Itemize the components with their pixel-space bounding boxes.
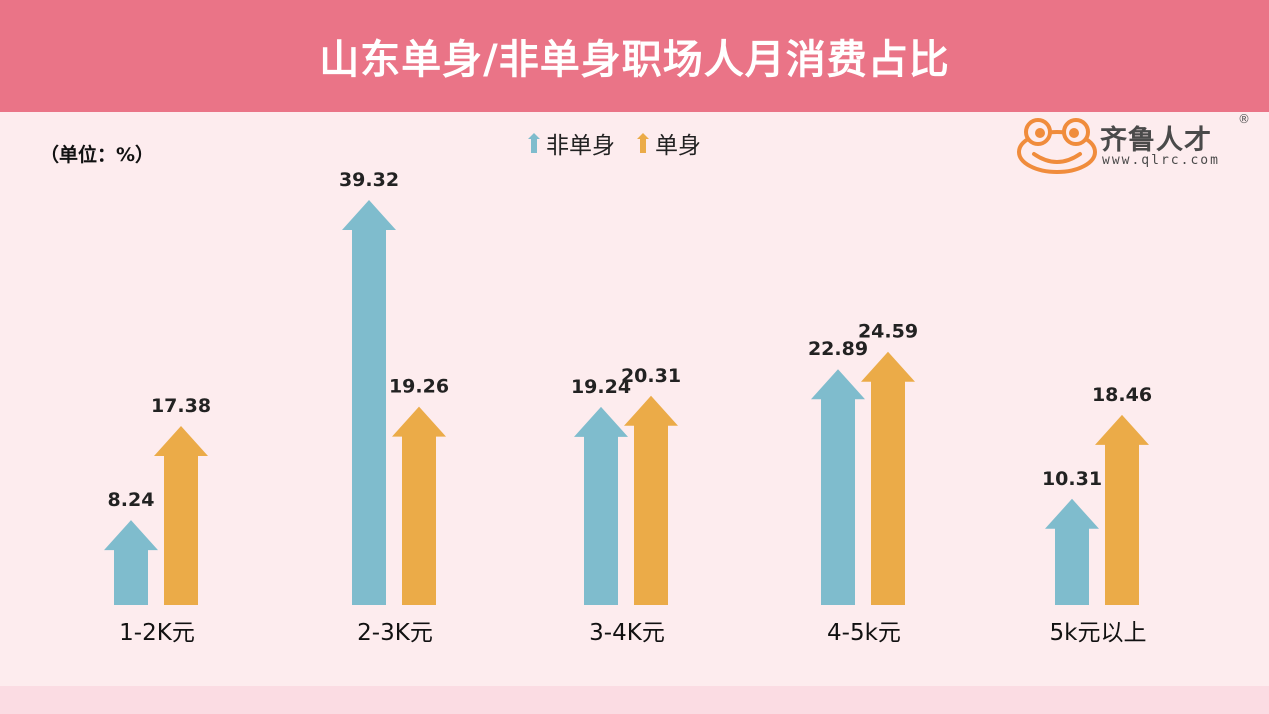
value-label-single-0: 17.38 bbox=[151, 395, 211, 417]
value-label-single-2: 20.31 bbox=[621, 365, 681, 387]
arrow-bar-non-single-4 bbox=[1045, 498, 1099, 605]
title-banner: 山东单身/非单身职场人月消费占比 bbox=[0, 0, 1269, 112]
arrow-bar-single-3 bbox=[861, 351, 915, 605]
unit-label: （单位：%） bbox=[40, 144, 155, 166]
arrow-bar-non-single-0 bbox=[104, 520, 158, 605]
arrow-bar-single-0 bbox=[154, 425, 208, 605]
category-label-4: 5k元以上 bbox=[1050, 620, 1147, 646]
value-label-non-single-3: 22.89 bbox=[808, 338, 868, 360]
category-label-3: 4-5k元 bbox=[827, 620, 901, 646]
value-label-non-single-0: 8.24 bbox=[108, 489, 155, 511]
arrow-bar-single-1 bbox=[392, 406, 446, 605]
arrow-bar-single-2 bbox=[624, 395, 678, 605]
category-label-2: 3-4K元 bbox=[589, 620, 665, 646]
page-title: 山东单身/非单身职场人月消费占比 bbox=[319, 37, 950, 83]
category-label-0: 1-2K元 bbox=[119, 620, 195, 646]
logo-registered-mark: ® bbox=[1238, 112, 1250, 126]
arrow-bar-single-4 bbox=[1095, 414, 1149, 605]
logo-url: www.qlrc.com bbox=[1102, 153, 1220, 168]
arrow-bar-non-single-2 bbox=[574, 406, 628, 605]
value-label-non-single-4: 10.31 bbox=[1042, 468, 1102, 490]
qlrc-logo: 齐鲁人才 ® www.qlrc.com bbox=[1016, 112, 1256, 176]
frog-logo-icon bbox=[1017, 118, 1097, 174]
value-label-non-single-2: 19.24 bbox=[571, 376, 631, 398]
value-label-non-single-1: 39.32 bbox=[339, 169, 399, 191]
value-label-single-4: 18.46 bbox=[1092, 384, 1152, 406]
legend-label-single: 单身 bbox=[655, 133, 701, 159]
legend-arrow-icon-non-single bbox=[528, 133, 540, 153]
value-label-single-1: 19.26 bbox=[389, 376, 449, 398]
bottom-band bbox=[0, 686, 1269, 714]
legend-arrow-icon-single bbox=[637, 133, 649, 153]
legend-item-non-single: 非单身 bbox=[528, 126, 615, 160]
legend-item-single: 单身 bbox=[637, 126, 701, 160]
arrow-bar-non-single-1 bbox=[342, 200, 396, 605]
category-label-1: 2-3K元 bbox=[357, 620, 433, 646]
arrow-bar-non-single-3 bbox=[811, 369, 865, 605]
value-label-single-3: 24.59 bbox=[858, 321, 918, 343]
legend: 非单身 单身 bbox=[528, 126, 713, 160]
legend-label-non-single: 非单身 bbox=[546, 133, 615, 159]
logo-name: 齐鲁人才 bbox=[1100, 125, 1212, 156]
